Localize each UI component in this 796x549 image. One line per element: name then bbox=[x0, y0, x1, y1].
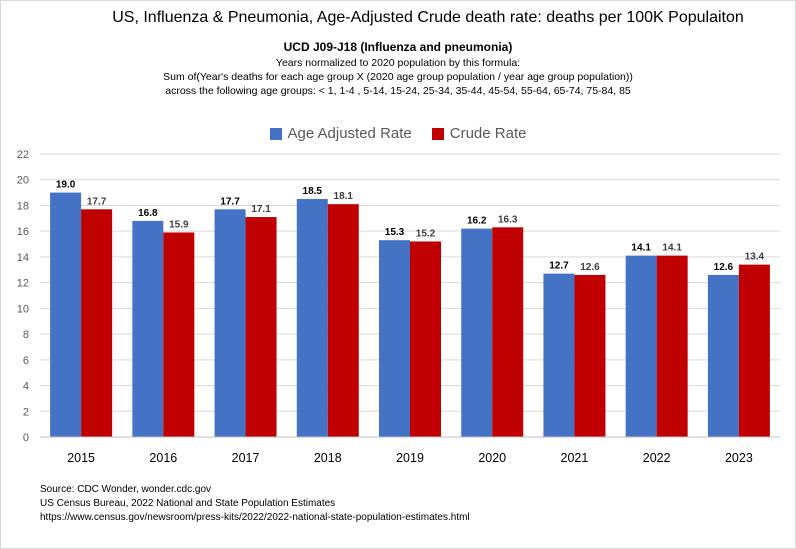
bar-age-adjusted bbox=[707, 274, 739, 437]
data-label: 17.1 bbox=[251, 204, 271, 215]
chart-title: US, Influenza & Pneumonia, Age-Adjusted … bbox=[112, 9, 744, 26]
data-label: 16.8 bbox=[138, 208, 158, 219]
y-tick-label: 10 bbox=[17, 303, 29, 315]
data-label: 12.7 bbox=[549, 261, 569, 272]
data-label: 13.4 bbox=[745, 252, 765, 263]
legend-swatch-age-adjusted bbox=[269, 127, 282, 140]
source-line-3: https://www.census.gov/newsroom/press-ki… bbox=[40, 512, 470, 523]
x-tick-label: 2023 bbox=[725, 451, 753, 465]
legend-item-crude: Crude Rate bbox=[431, 125, 527, 142]
x-tick-label: 2019 bbox=[396, 451, 424, 465]
bar-crude bbox=[656, 255, 688, 437]
description-line-3: across the following age groups: < 1, 1-… bbox=[165, 85, 631, 97]
legend-item-age-adjusted: Age Adjusted Rate bbox=[269, 125, 412, 142]
y-tick-label: 8 bbox=[23, 329, 29, 341]
bar-crude bbox=[327, 204, 359, 437]
bar-age-adjusted bbox=[461, 228, 493, 437]
data-label: 12.6 bbox=[580, 262, 600, 273]
x-tick-label: 2016 bbox=[149, 451, 177, 465]
x-tick-label: 2018 bbox=[314, 451, 342, 465]
y-tick-label: 0 bbox=[23, 432, 29, 444]
data-label: 18.1 bbox=[334, 191, 354, 202]
data-label: 15.9 bbox=[169, 219, 189, 230]
description-line-1: Years normalized to 2020 population by t… bbox=[275, 57, 521, 69]
bar-age-adjusted bbox=[543, 273, 575, 437]
bar-age-adjusted bbox=[50, 192, 82, 437]
data-label: 17.7 bbox=[87, 196, 107, 207]
y-tick-label: 14 bbox=[17, 252, 29, 264]
bar-crude bbox=[410, 241, 441, 437]
y-tick-label: 18 bbox=[17, 200, 29, 212]
data-label: 17.7 bbox=[220, 196, 240, 207]
bar-age-adjusted bbox=[296, 199, 328, 437]
y-tick-label: 6 bbox=[23, 355, 29, 367]
bar-age-adjusted bbox=[132, 220, 164, 437]
bar-crude bbox=[738, 264, 770, 437]
data-label: 14.1 bbox=[662, 243, 682, 254]
data-label: 14.1 bbox=[631, 243, 651, 254]
bar-crude bbox=[81, 209, 113, 437]
bar-age-adjusted bbox=[214, 209, 246, 437]
bar-crude bbox=[245, 217, 277, 437]
x-tick-label: 2021 bbox=[561, 451, 589, 465]
bar-age-adjusted bbox=[625, 255, 657, 437]
legend: Age Adjusted Rate Crude Rate bbox=[0, 125, 796, 142]
description-line-2: Sum of(Year's deaths for each age group … bbox=[163, 71, 633, 83]
legend-label-age-adjusted: Age Adjusted Rate bbox=[287, 125, 412, 142]
x-tick-label: 2017 bbox=[232, 451, 260, 465]
legend-label-crude: Crude Rate bbox=[449, 125, 527, 142]
data-label: 12.6 bbox=[714, 262, 734, 273]
x-tick-label: 2015 bbox=[67, 451, 95, 465]
y-tick-label: 16 bbox=[17, 226, 29, 238]
source-line-1: Source: CDC Wonder, wonder.cdc.gov bbox=[40, 484, 212, 495]
y-tick-label: 12 bbox=[17, 278, 29, 290]
data-label: 15.2 bbox=[416, 228, 436, 239]
data-label: 18.5 bbox=[303, 186, 323, 197]
chart-subtitle: UCD J09-J18 (Influenza and pneumonia) bbox=[283, 40, 513, 54]
bar-crude bbox=[574, 274, 606, 437]
bar-crude bbox=[492, 227, 524, 437]
bar-age-adjusted bbox=[379, 240, 410, 437]
legend-swatch-crude bbox=[431, 127, 444, 140]
y-tick-label: 20 bbox=[17, 175, 29, 187]
bar-crude bbox=[163, 232, 195, 437]
x-tick-label: 2022 bbox=[643, 451, 671, 465]
source-line-2: US Census Bureau, 2022 National and Stat… bbox=[40, 498, 336, 509]
data-label: 16.2 bbox=[467, 216, 487, 227]
y-tick-label: 2 bbox=[23, 406, 29, 418]
y-tick-label: 22 bbox=[17, 149, 29, 161]
data-label: 19.0 bbox=[56, 180, 76, 191]
x-tick-label: 2020 bbox=[478, 451, 506, 465]
data-label: 15.3 bbox=[385, 227, 405, 238]
data-label: 16.3 bbox=[498, 214, 518, 225]
y-tick-label: 4 bbox=[23, 381, 29, 393]
